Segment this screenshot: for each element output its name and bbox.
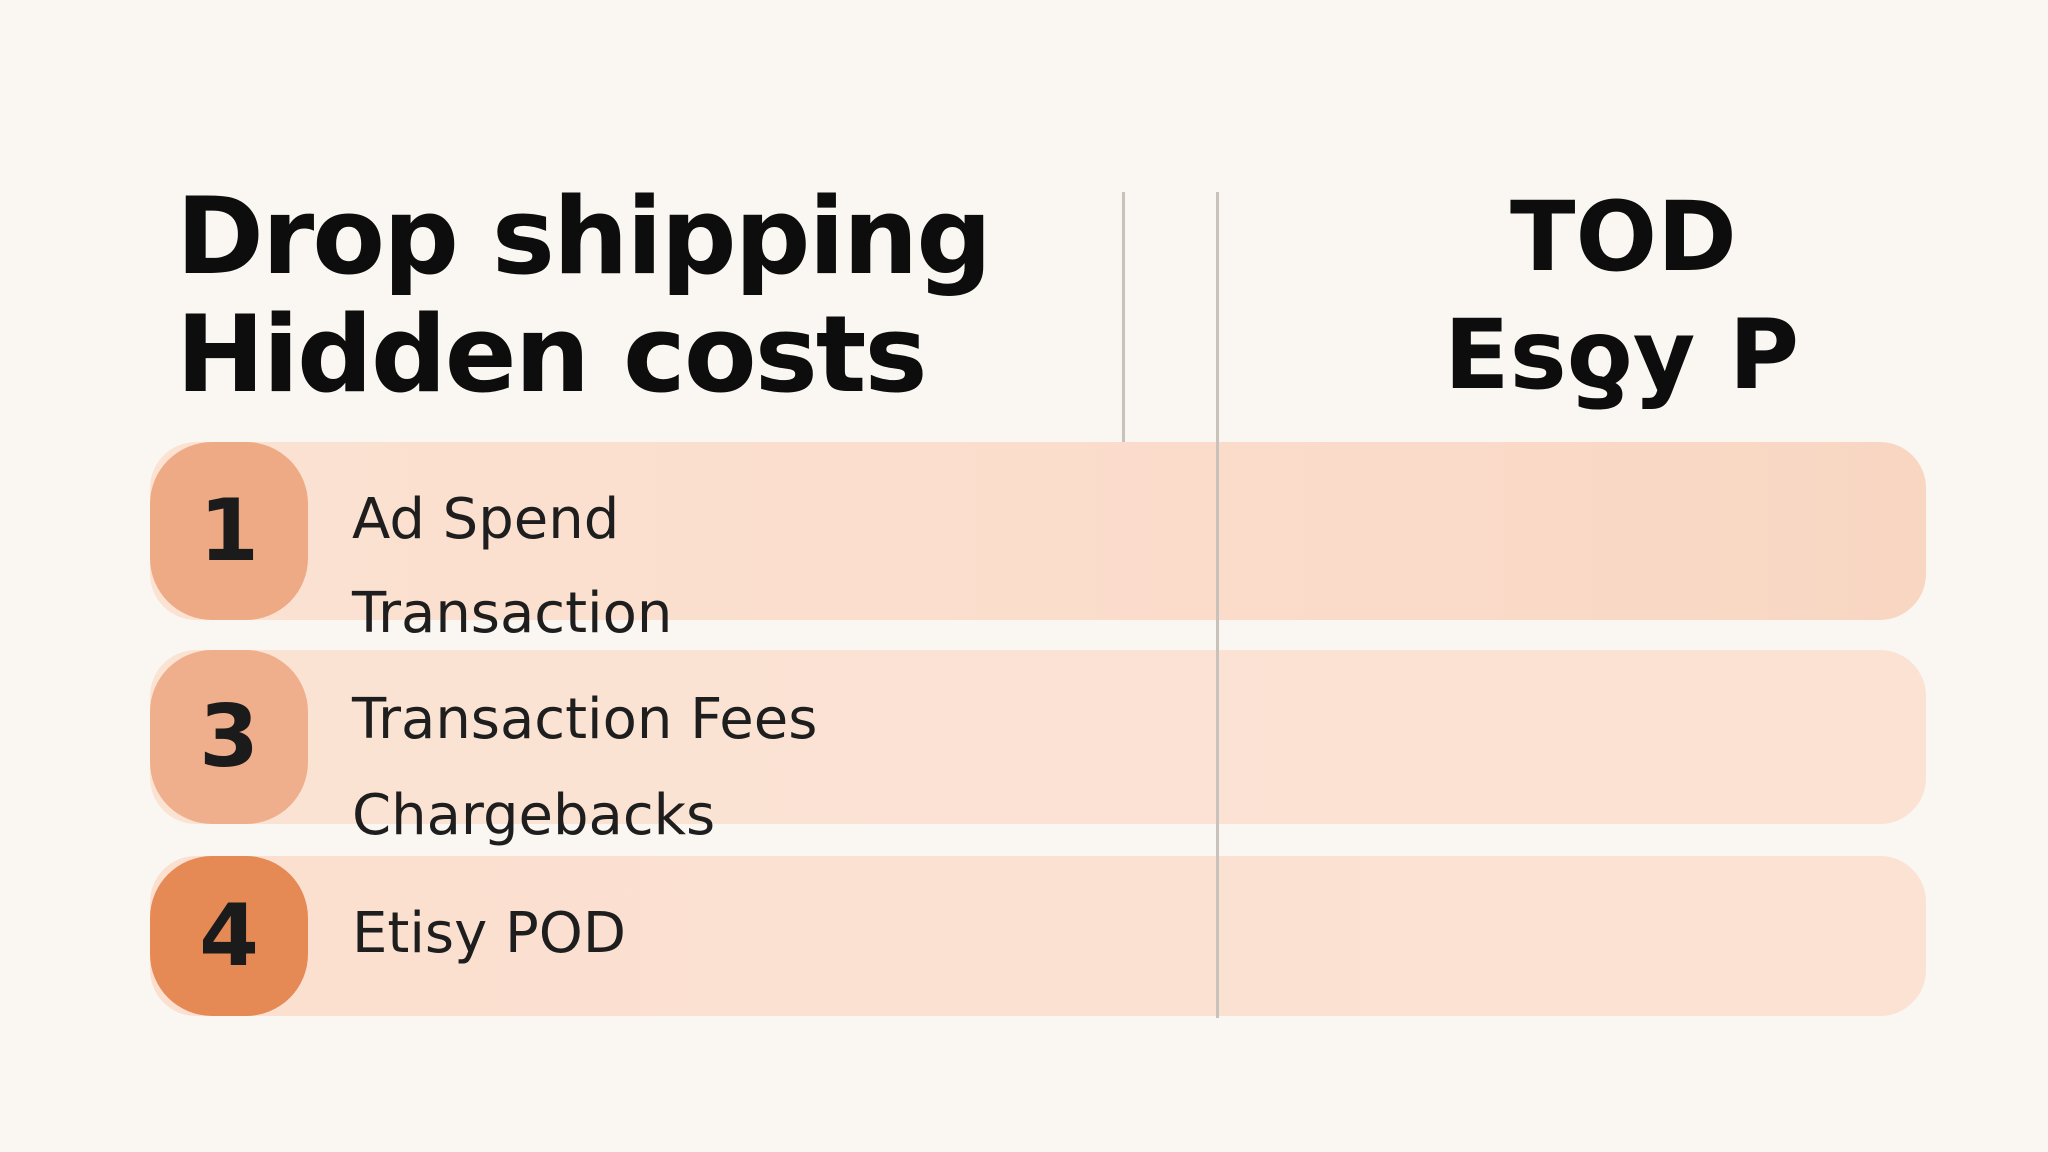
cost-row-2: [150, 650, 1926, 824]
right-heading: TOD Esƍy P: [1380, 178, 1880, 414]
number-badge-3: 3: [150, 650, 308, 824]
left-heading: Drop shipping Hidden costs: [176, 175, 992, 416]
cost-item-ad-spend: Ad Spend: [352, 487, 620, 552]
left-heading-line-2: Hidden costs: [176, 293, 928, 416]
cost-item-transaction: Transaction: [352, 581, 673, 646]
left-heading-line-1: Drop shipping: [176, 175, 992, 298]
cost-row-1: [150, 442, 1926, 620]
column-divider: [1216, 192, 1219, 1018]
right-heading-line-1: TOD: [1510, 181, 1737, 293]
cost-item-etisy-pod: Etisy POD: [352, 901, 626, 966]
cost-item-chargebacks: Chargebacks: [352, 783, 716, 848]
cost-row-3: [150, 856, 1926, 1016]
number-badge-1: 1: [150, 442, 308, 620]
number-badge-4: 4: [150, 856, 308, 1016]
cost-item-transaction-fees: Transaction Fees: [352, 687, 818, 752]
right-heading-line-2: Esƍy P: [1444, 299, 1800, 411]
column-divider-short: [1122, 192, 1125, 442]
